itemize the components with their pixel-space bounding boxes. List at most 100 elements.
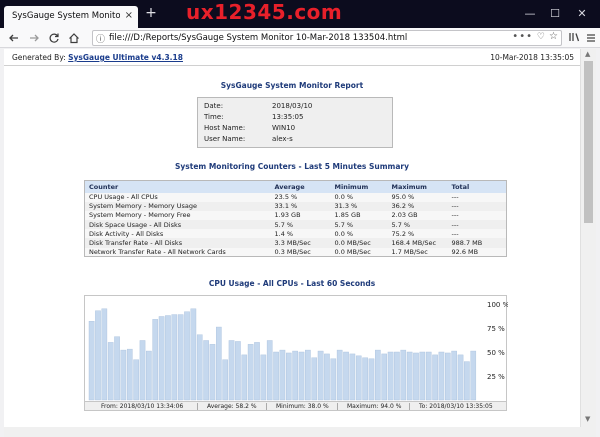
cpu-bar (209, 344, 216, 401)
cpu-bar (470, 350, 477, 401)
table-cell: 0.3 MB/Sec (270, 247, 331, 257)
info-label: Date: (204, 102, 224, 110)
menu-icon[interactable] (585, 30, 597, 47)
library-icon[interactable] (568, 31, 580, 46)
table-cell: 3.3 MB/Sec (270, 238, 331, 248)
url-text[interactable]: file:///D:/Reports/SysGauge System Monit… (109, 33, 408, 43)
vertical-scrollbar[interactable]: ▲ ▼ (580, 49, 596, 427)
tab-close-icon[interactable]: × (124, 10, 133, 21)
info-icon[interactable]: ⓘ (96, 35, 106, 45)
cpu-bar (203, 340, 209, 401)
back-arrow-icon[interactable] (6, 30, 22, 46)
y-tick-label: 100 % (487, 301, 508, 309)
info-value: 13:35:05 (272, 113, 304, 121)
chart-from: From: 2018/03/10 13:34:06 (101, 403, 184, 410)
cpu-bar (126, 348, 133, 401)
y-tick-label: 25 % (487, 373, 505, 381)
address-bar[interactable]: ⓘ file:///D:/Reports/SysGauge System Mon… (92, 30, 562, 46)
table-cell: --- (447, 220, 507, 230)
reload-icon[interactable] (46, 30, 62, 46)
footer-divider (409, 403, 410, 410)
close-window-button[interactable]: ✕ (577, 7, 587, 20)
cpu-bar (107, 342, 114, 401)
cpu-bar (273, 351, 279, 401)
report-header-bar: Generated By: SysGauge Ultimate v4.3.18 … (4, 49, 580, 66)
cpu-bar (432, 354, 438, 401)
cpu-bar (120, 349, 127, 401)
column-header: Minimum (330, 180, 388, 193)
cpu-bar (235, 341, 241, 401)
table-row: CPU Usage - All CPUs 23.5 % 0.0 % 95.0 %… (84, 192, 507, 202)
tab-report[interactable]: SysGauge System Monitor Report × (4, 6, 138, 28)
table-row: Network Transfer Rate - All Network Card… (84, 247, 507, 257)
chart-minimum: Minimum: 38.0 % (276, 403, 329, 410)
pocket-icon[interactable]: ♡ (536, 32, 545, 42)
star-icon[interactable]: ☆ (549, 31, 558, 42)
cpu-bar (247, 344, 254, 401)
forward-arrow-icon[interactable] (26, 30, 42, 46)
home-icon[interactable] (66, 30, 82, 46)
summary-title: System Monitoring Counters - Last 5 Minu… (174, 162, 410, 171)
cpu-bar (394, 351, 400, 401)
scroll-up-icon[interactable]: ▲ (585, 50, 591, 58)
table-row: System Memory - Memory Free 1.93 GB 1.85… (84, 210, 507, 221)
cpu-bar (311, 357, 318, 401)
title-bar: SysGauge System Monitor Report × + ux123… (0, 0, 600, 28)
table-cell: CPU Usage - All CPUs (84, 192, 271, 202)
table-cell: Network Transfer Rate - All Network Card… (84, 247, 271, 257)
cpu-bar (419, 351, 426, 401)
cpu-bar (222, 359, 228, 401)
table-cell: 0.0 % (330, 192, 388, 202)
horizontal-scrollbar[interactable] (4, 427, 596, 437)
scroll-down-icon[interactable]: ▼ (585, 415, 591, 423)
table-cell: 36.2 % (387, 201, 448, 211)
cpu-bar (260, 354, 267, 401)
cpu-bar (457, 354, 464, 401)
page-actions-icon[interactable]: ••• (512, 31, 533, 42)
cpu-bar (177, 314, 184, 401)
chart-title: CPU Usage - All CPUs - Last 60 Seconds (208, 279, 376, 288)
chart-average: Average: 58.2 % (207, 403, 257, 410)
scrollbar-thumb[interactable] (584, 61, 593, 223)
table-cell: Disk Activity - All Disks (84, 229, 271, 239)
info-label: User Name: (204, 135, 246, 143)
footer-divider (266, 403, 267, 410)
cpu-bar (152, 319, 159, 401)
table-cell: --- (447, 201, 507, 211)
table-cell: 5.7 % (387, 220, 448, 230)
chart-maximum: Maximum: 94.0 % (347, 403, 402, 410)
info-value: WIN10 (272, 124, 296, 132)
table-cell: 5.7 % (270, 220, 331, 230)
cpu-bar (336, 349, 343, 401)
y-tick-label: 75 % (487, 325, 505, 333)
table-row: Disk Transfer Rate - All Disks 3.3 MB/Se… (84, 238, 507, 248)
maximize-button[interactable]: ☐ (550, 7, 560, 20)
cpu-bar (190, 308, 197, 401)
table-row: Disk Space Usage - All Disks 5.7 % 5.7 %… (84, 220, 507, 230)
table-cell: System Memory - Memory Usage (84, 201, 271, 211)
table-cell: 168.4 MB/Sec (387, 238, 448, 248)
column-header: Counter (84, 180, 271, 193)
new-tab-button[interactable]: + (145, 5, 157, 21)
footer-divider (337, 403, 338, 410)
cpu-bar (184, 311, 190, 401)
cpu-bar (381, 353, 388, 401)
cpu-bar (400, 349, 407, 401)
minimize-button[interactable]: — (524, 7, 536, 20)
table-cell: Disk Transfer Rate - All Disks (84, 238, 271, 248)
table-cell: 92.6 MB (447, 247, 507, 257)
table-cell: 23.5 % (270, 192, 331, 202)
table-cell: 0.0 MB/Sec (330, 238, 388, 248)
cpu-bar (406, 351, 413, 401)
table-cell: System Memory - Memory Free (84, 210, 271, 221)
cpu-bar (445, 352, 451, 401)
watermark-logo: ux12345.com (186, 0, 343, 24)
report-date: 10-Mar-2018 13:35:05 (490, 53, 574, 62)
generator-link[interactable]: SysGauge Ultimate v4.3.18 (68, 53, 183, 62)
cpu-bar (362, 357, 368, 401)
cpu-bar (88, 321, 95, 401)
chart-to: To: 2018/03/10 13:35:05 (419, 403, 493, 410)
cpu-bar (451, 350, 457, 401)
report-info-box: Date: 2018/03/10 Time: 13:35:05 Host Nam… (197, 97, 393, 148)
column-header: Maximum (387, 180, 448, 193)
